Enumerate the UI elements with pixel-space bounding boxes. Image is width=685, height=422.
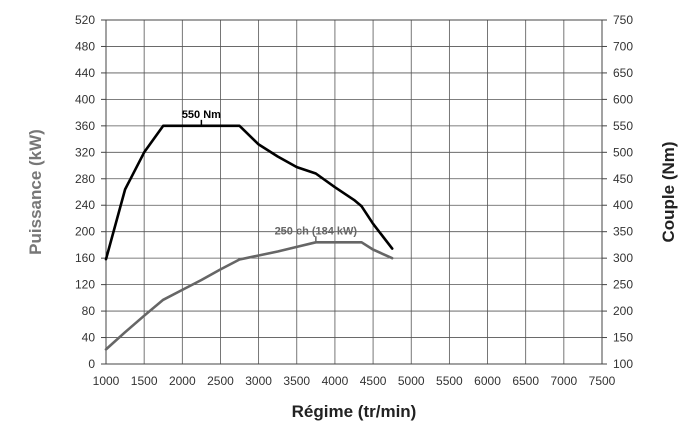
power-curve [104, 241, 394, 351]
y-right-tick-label: 200 [613, 304, 633, 318]
x-tick-label: 6500 [512, 374, 539, 388]
x-tick-label: 3500 [283, 374, 310, 388]
y-left-tick-label: 160 [75, 251, 95, 265]
x-tick-label: 4000 [322, 374, 349, 388]
y-left-tick-label: 280 [75, 172, 95, 186]
y-left-tick-label: 120 [75, 278, 95, 292]
x-tick-label: 5000 [398, 374, 425, 388]
x-tick-label: 5500 [436, 374, 463, 388]
x-tick-label: 1500 [131, 374, 158, 388]
y-right-tick-label: 300 [613, 251, 633, 265]
y-right-tick-label: 700 [613, 39, 633, 53]
max-torque-label: 550 Nm [182, 109, 221, 121]
x-tick-label: 4500 [360, 374, 387, 388]
y-left-tick-label: 200 [75, 225, 95, 239]
y-left-axis-title: Puissance (kW) [26, 129, 45, 255]
y-left-tick-label: 440 [75, 66, 95, 80]
y-left-tick-label: 80 [82, 304, 96, 318]
x-tick-label: 3000 [245, 374, 272, 388]
y-right-tick-label: 100 [613, 357, 633, 371]
y-left-tick-label: 320 [75, 145, 95, 159]
y-right-tick-label: 350 [613, 225, 633, 239]
y-left-tick-label: 240 [75, 198, 95, 212]
y-right-tick-label: 500 [613, 145, 633, 159]
y-right-tick-label: 550 [613, 119, 633, 133]
y-left-tick-label: 480 [75, 39, 95, 53]
x-axis-title: Régime (tr/min) [292, 402, 417, 421]
y-right-tick-label: 250 [613, 278, 633, 292]
y-left-tick-label: 360 [75, 119, 95, 133]
x-tick-label: 6000 [474, 374, 501, 388]
x-tick-label: 7000 [550, 374, 577, 388]
plot-frame [105, 19, 603, 365]
y-right-tick-label: 600 [613, 92, 633, 106]
y-right-tick-label: 450 [613, 172, 633, 186]
y-right-tick-label: 750 [613, 13, 633, 27]
x-tick-label: 2000 [169, 374, 196, 388]
y-right-tick-label: 150 [613, 331, 633, 345]
y-right-tick-label: 650 [613, 66, 633, 80]
x-tick-label: 2500 [207, 374, 234, 388]
torque-curve [104, 124, 394, 261]
max-power-label: 250 ch (184 kW) [275, 225, 358, 237]
y-left-tick-label: 0 [88, 357, 95, 371]
y-left-tick-label: 400 [75, 92, 95, 106]
y-left-tick-label: 40 [82, 331, 96, 345]
x-tick-label: 1000 [93, 374, 120, 388]
y-right-axis-title: Couple (Nm) [659, 141, 678, 242]
y-left-tick-label: 520 [75, 13, 95, 27]
x-tick-label: 7500 [589, 374, 616, 388]
y-right-tick-label: 400 [613, 198, 633, 212]
